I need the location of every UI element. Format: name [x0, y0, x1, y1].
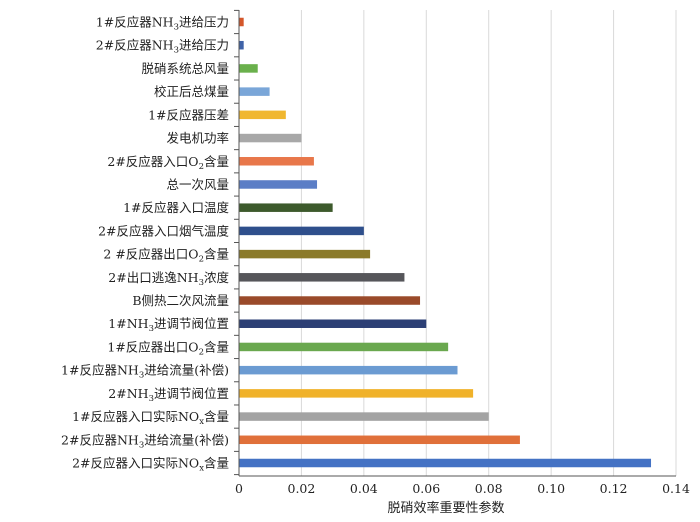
bar	[239, 435, 520, 445]
bar	[239, 226, 364, 236]
x-tick-label: 0.04	[350, 481, 378, 496]
bar	[239, 17, 244, 27]
bar	[239, 296, 421, 305]
category-label: 1#反应器入口温度	[123, 200, 229, 215]
category-label: 1#反应器NH3进给流量(补偿)	[61, 363, 229, 381]
x-tick-label: 0.10	[537, 481, 565, 496]
category-label: 2#反应器入口实际NOx含量	[72, 456, 229, 474]
category-label: 2#反应器入口烟气温度	[98, 223, 229, 238]
bar	[239, 133, 302, 143]
category-label: 2 #反应器出口O2含量	[103, 247, 229, 265]
category-label: 校正后总煤量	[154, 84, 229, 99]
bar	[239, 180, 318, 189]
category-label: 脱硝系统总风量	[141, 61, 229, 76]
bar	[239, 249, 371, 259]
bar	[239, 203, 333, 212]
bar	[239, 458, 652, 468]
bar	[239, 389, 474, 398]
category-label: 2#NH3进调节阀位置	[108, 386, 229, 404]
x-tick-label: 0.02	[288, 481, 316, 496]
x-axis-title: 脱硝效率重要性参数	[387, 500, 504, 516]
category-label: 1#反应器入口实际NOx含量	[72, 409, 229, 427]
category-label: 1#反应器压差	[148, 107, 229, 122]
bar	[239, 412, 489, 421]
axes	[234, 9, 676, 477]
category-label: 1#NH3进调节阀位置	[108, 316, 229, 334]
category-label: B侧热二次风流量	[132, 293, 229, 308]
category-label: 发电机功率	[166, 131, 229, 146]
bar	[239, 157, 314, 166]
bar	[239, 110, 286, 120]
bar	[239, 319, 427, 328]
category-label: 2#反应器NH3进给压力	[96, 38, 229, 56]
x-tick-label: 0.12	[600, 481, 628, 496]
x-tick-label: 0.06	[412, 481, 440, 496]
x-tick-label: 0	[235, 481, 243, 496]
category-label: 1#反应器NH3进给压力	[96, 15, 229, 33]
category-label: 总一次风量	[166, 177, 229, 192]
x-tick-label: 0.08	[475, 481, 503, 496]
category-label: 2#出口逃逸NH3浓度	[108, 270, 229, 288]
x-tick-label: 0.14	[662, 481, 690, 496]
category-label: 2#反应器入口O2含量	[107, 154, 229, 172]
bars	[239, 17, 652, 468]
category-label: 2#反应器NH3进给流量(补偿)	[61, 432, 229, 450]
bar	[239, 365, 458, 375]
grid-lines	[300, 10, 677, 476]
bar	[239, 342, 449, 352]
x-tick-labels: 0 0.02 0.04 0.06 0.08 0.10 0.12 0.14	[235, 481, 690, 496]
category-label: 1#反应器出口O2含量	[107, 339, 229, 357]
bar	[239, 87, 270, 96]
bar	[239, 64, 258, 73]
bar	[239, 40, 244, 50]
bar	[239, 273, 405, 282]
